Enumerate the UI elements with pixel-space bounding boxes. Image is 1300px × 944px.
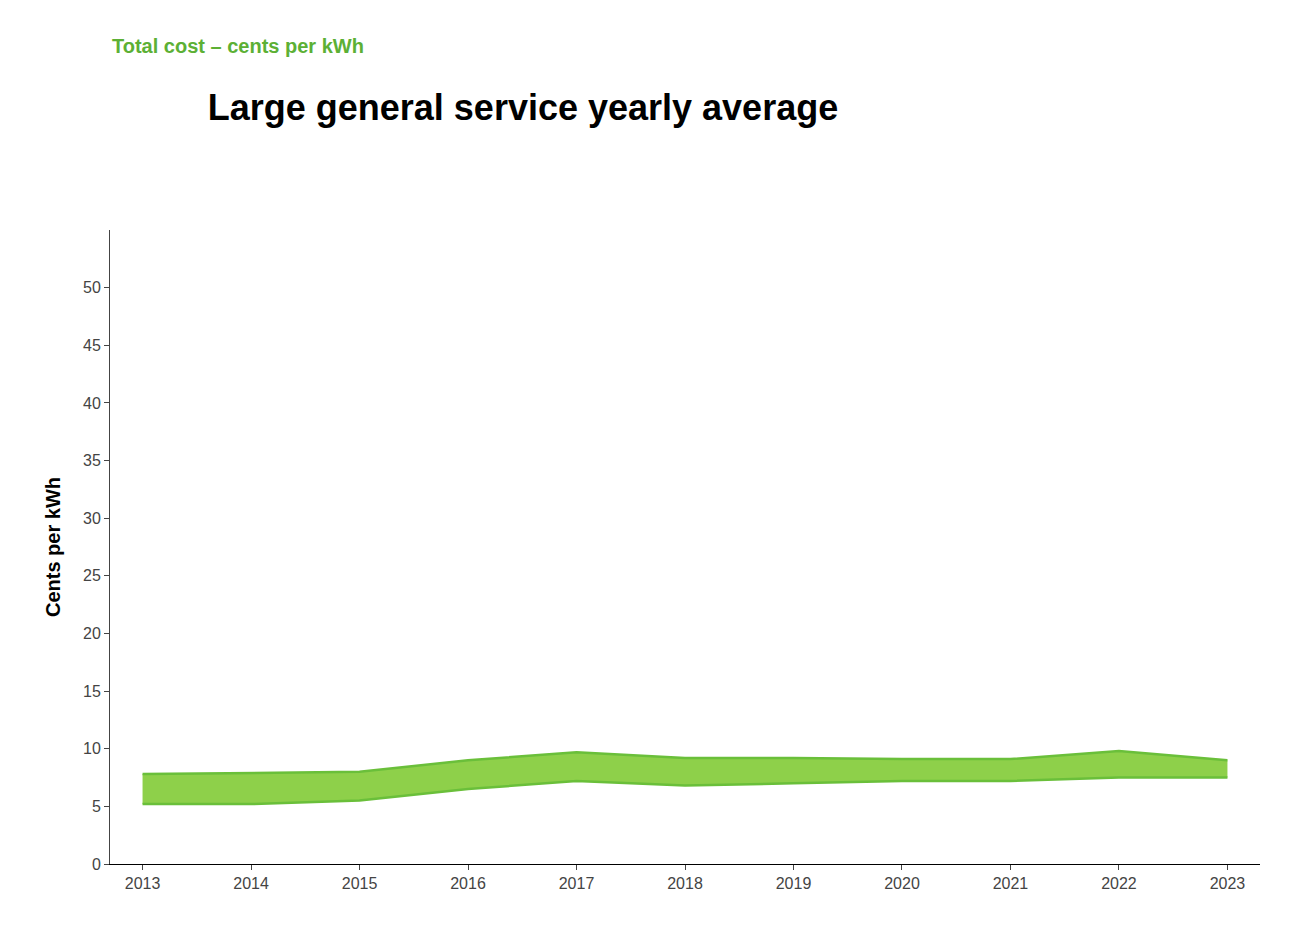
svg-text:Large general service yearly a: Large general service yearly average: [208, 87, 838, 128]
svg-text:2015: 2015: [342, 875, 378, 892]
svg-text:25: 25: [83, 567, 101, 584]
svg-text:2021: 2021: [993, 875, 1029, 892]
svg-text:2020: 2020: [884, 875, 920, 892]
svg-text:2016: 2016: [450, 875, 486, 892]
svg-text:Total cost – cents per kWh: Total cost – cents per kWh: [112, 35, 364, 57]
svg-text:2023: 2023: [1210, 875, 1246, 892]
svg-text:40: 40: [83, 395, 101, 412]
svg-text:5: 5: [92, 798, 101, 815]
svg-text:2022: 2022: [1101, 875, 1137, 892]
svg-text:15: 15: [83, 683, 101, 700]
svg-text:2014: 2014: [233, 875, 269, 892]
svg-text:Cents per kWh: Cents per kWh: [42, 477, 64, 617]
svg-text:2019: 2019: [776, 875, 812, 892]
svg-text:2017: 2017: [559, 875, 595, 892]
svg-text:30: 30: [83, 510, 101, 527]
svg-text:20: 20: [83, 625, 101, 642]
svg-text:0: 0: [92, 856, 101, 873]
svg-text:10: 10: [83, 740, 101, 757]
svg-text:2013: 2013: [125, 875, 161, 892]
svg-text:45: 45: [83, 337, 101, 354]
svg-text:50: 50: [83, 279, 101, 296]
svg-text:2018: 2018: [667, 875, 703, 892]
svg-text:35: 35: [83, 452, 101, 469]
